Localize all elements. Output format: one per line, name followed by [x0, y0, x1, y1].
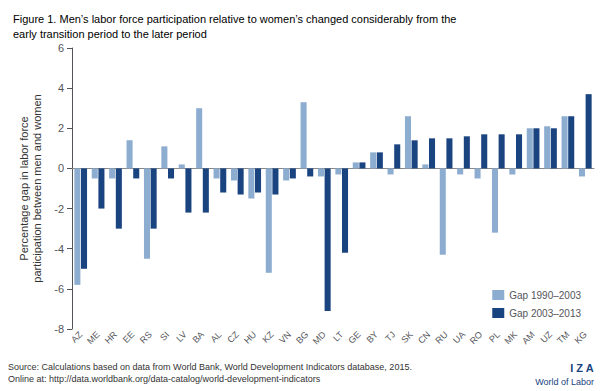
svg-text:ME: ME	[85, 329, 102, 346]
svg-text:MD: MD	[311, 329, 328, 346]
svg-text:Online at: http://data.worldba: Online at: http://data.worldbank.org/dat…	[8, 374, 321, 384]
svg-text:Gap 2003–2013: Gap 2003–2013	[509, 308, 581, 319]
svg-text:CN: CN	[416, 329, 432, 345]
svg-text:HU: HU	[242, 329, 258, 345]
svg-text:UA: UA	[451, 329, 467, 345]
svg-text:VN: VN	[277, 329, 293, 345]
svg-text:EE: EE	[121, 329, 137, 345]
svg-text:RU: RU	[433, 329, 449, 345]
svg-text:Source: Calculations based on: Source: Calculations based on data from …	[8, 362, 412, 372]
svg-text:RS: RS	[138, 329, 154, 345]
svg-text:SK: SK	[399, 329, 415, 345]
svg-text:participation between men and: participation between men and women	[31, 94, 43, 282]
svg-text:HR: HR	[103, 329, 120, 346]
svg-text:AL: AL	[209, 329, 224, 344]
svg-text:-8: -8	[54, 323, 64, 335]
svg-text:SI: SI	[158, 329, 171, 342]
svg-text:GE: GE	[346, 329, 362, 345]
svg-text:CZ: CZ	[225, 329, 241, 345]
svg-text:6: 6	[58, 42, 64, 54]
svg-text:-2: -2	[54, 203, 64, 215]
svg-text:KZ: KZ	[260, 329, 276, 345]
svg-text:2: 2	[58, 122, 64, 134]
svg-text:World of Labor: World of Labor	[535, 377, 594, 387]
svg-text:MK: MK	[503, 329, 520, 346]
svg-text:Gap 1990–2003: Gap 1990–2003	[509, 290, 581, 301]
svg-text:PL: PL	[487, 329, 502, 344]
svg-text:-6: -6	[54, 283, 64, 295]
svg-text:LT: LT	[331, 329, 345, 343]
svg-text:BY: BY	[364, 329, 380, 345]
svg-text:BA: BA	[190, 329, 206, 345]
svg-text:Figure 1. Men’s labor force pa: Figure 1. Men’s labor force participatio…	[13, 13, 457, 25]
svg-text:LV: LV	[174, 329, 188, 343]
svg-text:-4: -4	[54, 243, 64, 255]
svg-text:RO: RO	[468, 329, 485, 346]
svg-text:AM: AM	[520, 329, 537, 346]
svg-text:KG: KG	[573, 329, 589, 345]
svg-text:AZ: AZ	[69, 329, 85, 345]
svg-text:TM: TM	[555, 329, 571, 345]
svg-text:UZ: UZ	[538, 329, 554, 345]
svg-text:0: 0	[58, 162, 64, 174]
svg-text:Percentage gap in labor force: Percentage gap in labor force	[18, 116, 30, 260]
svg-text:BG: BG	[294, 329, 310, 345]
svg-text:early transition period to the: early transition period to the later per…	[13, 28, 207, 40]
svg-text:I Z A: I Z A	[570, 362, 593, 374]
svg-text:TJ: TJ	[383, 329, 397, 343]
svg-text:4: 4	[58, 82, 64, 94]
